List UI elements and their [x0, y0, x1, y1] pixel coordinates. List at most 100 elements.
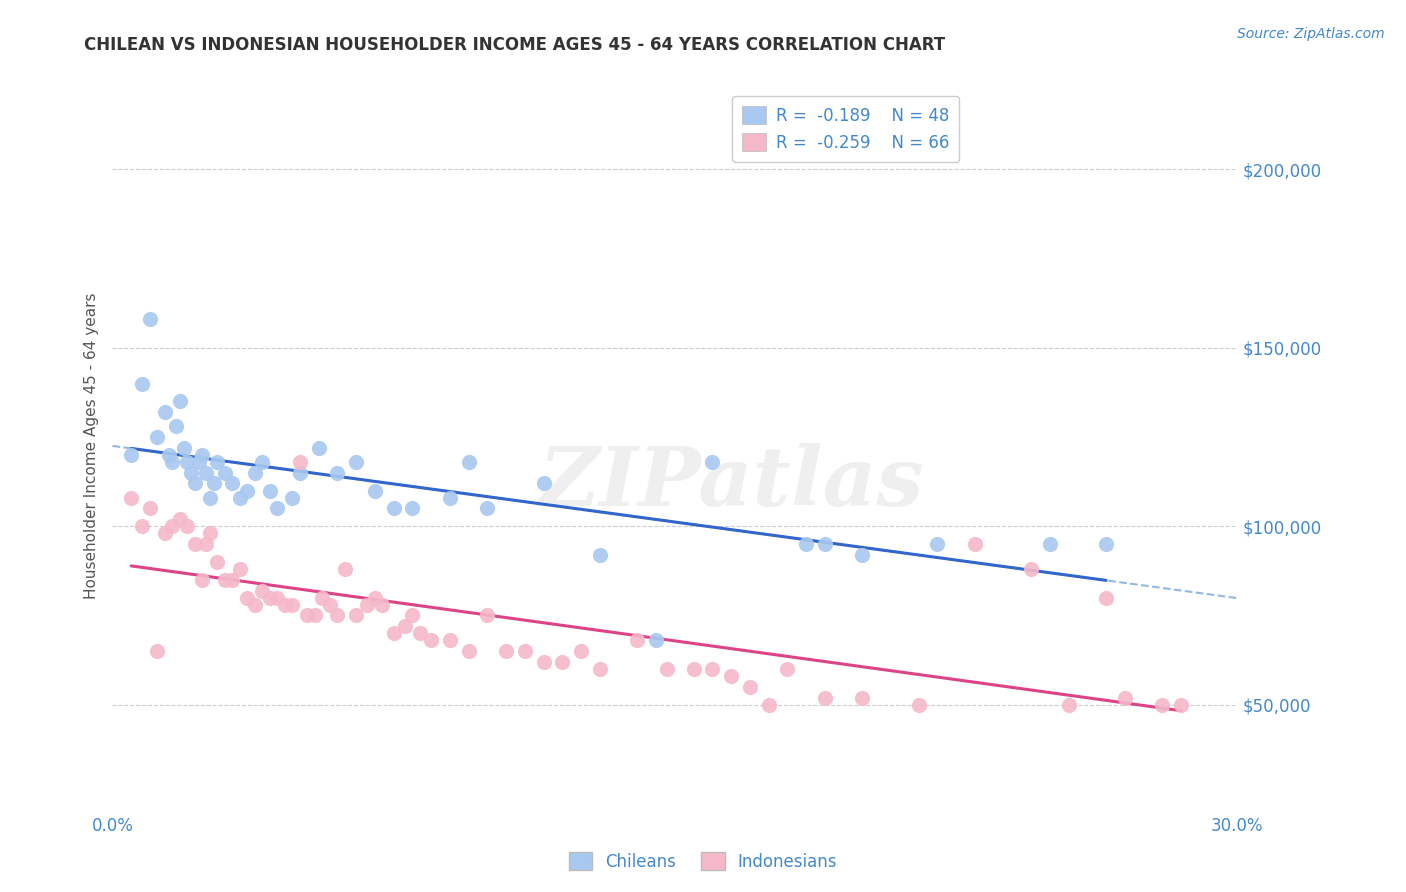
Point — [439, 633, 461, 648]
Point — [533, 655, 555, 669]
Point — [319, 598, 342, 612]
Point — [198, 491, 221, 505]
Point — [382, 501, 405, 516]
Point — [304, 608, 326, 623]
Point — [963, 537, 986, 551]
Text: CHILEAN VS INDONESIAN HOUSEHOLDER INCOME AGES 45 - 64 YEARS CORRELATION CHART: CHILEAN VS INDONESIAN HOUSEHOLDER INCOME… — [84, 36, 945, 54]
Point — [214, 573, 236, 587]
Point — [131, 519, 153, 533]
Point — [1095, 537, 1118, 551]
Point — [176, 455, 198, 469]
Point — [1039, 537, 1062, 551]
Point — [191, 448, 214, 462]
Point — [851, 690, 873, 705]
Point — [776, 662, 799, 676]
Point — [814, 690, 837, 705]
Point — [207, 555, 229, 569]
Point — [243, 598, 266, 612]
Point — [326, 466, 349, 480]
Text: ZIPatlas: ZIPatlas — [538, 442, 924, 523]
Point — [120, 491, 142, 505]
Legend: Chileans, Indonesians: Chileans, Indonesians — [561, 844, 845, 880]
Point — [1114, 690, 1136, 705]
Point — [927, 537, 949, 551]
Point — [569, 644, 592, 658]
Point — [589, 548, 612, 562]
Point — [533, 476, 555, 491]
Point — [356, 598, 378, 612]
Point — [162, 455, 184, 469]
Point — [364, 591, 387, 605]
Point — [758, 698, 780, 712]
Point — [288, 466, 311, 480]
Point — [589, 662, 612, 676]
Point — [259, 483, 281, 498]
Point — [229, 491, 252, 505]
Point — [394, 619, 416, 633]
Point — [195, 466, 218, 480]
Point — [266, 501, 288, 516]
Point — [236, 591, 259, 605]
Point — [207, 455, 229, 469]
Point — [794, 537, 817, 551]
Point — [146, 644, 169, 658]
Point — [702, 662, 724, 676]
Point — [457, 644, 479, 658]
Point — [281, 491, 304, 505]
Point — [477, 501, 499, 516]
Point — [907, 698, 929, 712]
Point — [169, 512, 191, 526]
Point — [738, 680, 761, 694]
Point — [1170, 698, 1192, 712]
Point — [645, 633, 668, 648]
Point — [551, 655, 574, 669]
Point — [851, 548, 873, 562]
Point — [626, 633, 648, 648]
Point — [139, 312, 162, 326]
Point — [236, 483, 259, 498]
Point — [281, 598, 304, 612]
Point — [814, 537, 837, 551]
Point — [297, 608, 319, 623]
Point — [252, 583, 274, 598]
Point — [457, 455, 479, 469]
Point — [382, 626, 405, 640]
Point — [311, 591, 333, 605]
Y-axis label: Householder Income Ages 45 - 64 years: Householder Income Ages 45 - 64 years — [83, 293, 98, 599]
Point — [195, 537, 218, 551]
Point — [157, 448, 180, 462]
Point — [266, 591, 288, 605]
Point — [229, 562, 252, 576]
Point — [169, 394, 191, 409]
Point — [187, 455, 209, 469]
Point — [288, 455, 311, 469]
Point — [495, 644, 517, 658]
Point — [176, 519, 198, 533]
Point — [202, 476, 225, 491]
Point — [180, 466, 202, 480]
Point — [420, 633, 443, 648]
Point — [702, 455, 724, 469]
Point — [198, 526, 221, 541]
Point — [162, 519, 184, 533]
Legend: R =  -0.189    N = 48, R =  -0.259    N = 66: R = -0.189 N = 48, R = -0.259 N = 66 — [733, 96, 959, 161]
Point — [401, 608, 423, 623]
Point — [1019, 562, 1042, 576]
Point — [274, 598, 297, 612]
Point — [720, 669, 742, 683]
Point — [146, 430, 169, 444]
Point — [657, 662, 679, 676]
Point — [326, 608, 349, 623]
Point — [259, 591, 281, 605]
Point — [165, 419, 187, 434]
Point — [120, 448, 142, 462]
Point — [221, 476, 243, 491]
Point — [214, 466, 236, 480]
Point — [1095, 591, 1118, 605]
Point — [1057, 698, 1080, 712]
Point — [184, 476, 207, 491]
Point — [184, 537, 207, 551]
Point — [173, 441, 195, 455]
Point — [401, 501, 423, 516]
Point — [371, 598, 394, 612]
